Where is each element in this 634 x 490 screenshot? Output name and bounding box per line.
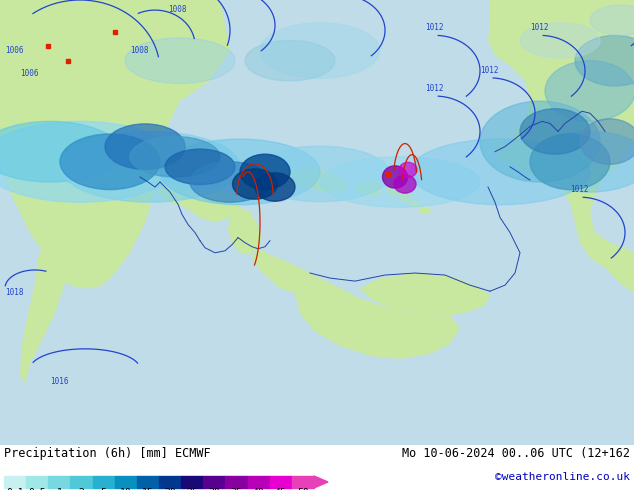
Bar [247, 476, 269, 488]
Ellipse shape [382, 166, 408, 188]
Ellipse shape [245, 41, 335, 81]
Text: 1008: 1008 [168, 5, 186, 14]
Polygon shape [488, 0, 634, 293]
Bar [137, 476, 159, 488]
Text: 45: 45 [275, 489, 287, 490]
Text: 1006: 1006 [20, 69, 39, 78]
Text: 1006: 1006 [5, 46, 23, 54]
Ellipse shape [410, 201, 420, 207]
Polygon shape [270, 167, 348, 194]
Ellipse shape [60, 134, 160, 190]
Text: ©weatheronline.co.uk: ©weatheronline.co.uk [495, 472, 630, 482]
Ellipse shape [520, 109, 590, 154]
Text: 1008: 1008 [130, 46, 148, 54]
Ellipse shape [160, 139, 320, 205]
Text: 1: 1 [56, 489, 62, 490]
Text: 15: 15 [142, 489, 154, 490]
Ellipse shape [130, 137, 220, 177]
Bar [159, 476, 181, 488]
Text: 0.1: 0.1 [6, 489, 24, 490]
Ellipse shape [399, 194, 411, 201]
Bar [4, 476, 26, 488]
Ellipse shape [520, 23, 600, 58]
Ellipse shape [250, 146, 390, 202]
Polygon shape [495, 142, 520, 164]
Text: Mo 10-06-2024 00..06 UTC (12+162: Mo 10-06-2024 00..06 UTC (12+162 [402, 447, 630, 460]
Bar [292, 476, 314, 488]
Text: 35: 35 [231, 489, 242, 490]
Ellipse shape [575, 35, 634, 86]
Ellipse shape [233, 169, 278, 199]
Ellipse shape [530, 131, 634, 192]
Polygon shape [295, 273, 460, 359]
Bar [226, 476, 247, 488]
Text: 1016: 1016 [50, 377, 68, 386]
Ellipse shape [420, 207, 430, 213]
Polygon shape [0, 71, 165, 288]
Ellipse shape [410, 139, 590, 205]
Ellipse shape [125, 38, 235, 83]
Polygon shape [0, 0, 230, 202]
Bar [115, 476, 137, 488]
Text: 0.5: 0.5 [29, 489, 46, 490]
Ellipse shape [165, 149, 235, 185]
Polygon shape [360, 273, 490, 316]
Ellipse shape [530, 134, 610, 190]
Text: 1012: 1012 [425, 84, 444, 93]
Ellipse shape [399, 162, 417, 177]
Ellipse shape [320, 157, 480, 207]
Polygon shape [314, 476, 328, 488]
Bar [93, 476, 115, 488]
Polygon shape [252, 248, 315, 293]
Ellipse shape [590, 5, 634, 35]
Text: 1012: 1012 [530, 24, 548, 32]
Ellipse shape [480, 101, 600, 182]
Text: 20: 20 [164, 489, 176, 490]
Ellipse shape [190, 162, 270, 202]
Text: 10: 10 [120, 489, 132, 490]
Text: 2: 2 [79, 489, 84, 490]
Ellipse shape [260, 23, 380, 78]
Ellipse shape [255, 173, 295, 201]
Polygon shape [158, 182, 240, 222]
Text: 5: 5 [101, 489, 107, 490]
Bar [181, 476, 204, 488]
Ellipse shape [240, 154, 290, 190]
Text: 25: 25 [186, 489, 198, 490]
Bar [70, 476, 93, 488]
Ellipse shape [0, 122, 180, 202]
Text: 1018: 1018 [5, 288, 23, 297]
Text: 50: 50 [297, 489, 309, 490]
Text: 40: 40 [253, 489, 264, 490]
Polygon shape [228, 207, 262, 255]
Bar [204, 476, 226, 488]
Text: 1012: 1012 [480, 66, 498, 75]
Ellipse shape [105, 124, 185, 170]
Ellipse shape [60, 131, 240, 202]
Bar [48, 476, 70, 488]
Text: 1012: 1012 [570, 185, 588, 194]
Polygon shape [582, 96, 608, 120]
Text: 30: 30 [209, 489, 220, 490]
Ellipse shape [0, 122, 120, 182]
Ellipse shape [580, 119, 634, 164]
Text: 1012: 1012 [425, 24, 444, 32]
Bar [269, 476, 292, 488]
Bar [26, 476, 48, 488]
Ellipse shape [545, 61, 634, 122]
Ellipse shape [394, 175, 416, 193]
Polygon shape [20, 243, 65, 384]
Text: Precipitation (6h) [mm] ECMWF: Precipitation (6h) [mm] ECMWF [4, 447, 210, 460]
Polygon shape [355, 180, 382, 196]
Polygon shape [545, 50, 575, 73]
Ellipse shape [387, 185, 403, 195]
